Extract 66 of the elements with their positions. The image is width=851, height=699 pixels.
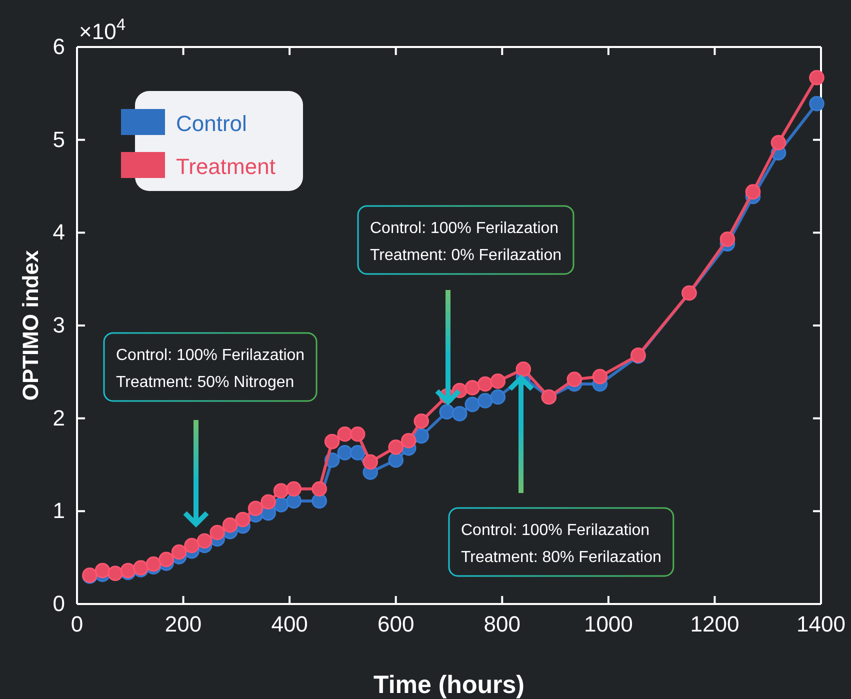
y-tick-label: 4 [52,220,65,245]
legend-label: Treatment [176,154,276,179]
point [720,232,736,247]
point [400,432,416,448]
point [337,445,352,460]
point [286,493,302,509]
text: ×10$^{4}$ [79,16,126,44]
legend-label: Control [176,111,247,136]
point [516,361,532,377]
point [592,368,608,384]
point [439,404,455,420]
x-tick-label: 200 [164,612,202,637]
x-tick-label: 600 [378,612,414,637]
y-tick-label: 0 [52,591,65,616]
point [770,134,786,150]
point [196,533,212,549]
point [222,517,238,533]
point [464,380,480,396]
y-tick-label: 6 [52,34,65,60]
point [146,556,162,572]
point [745,184,761,200]
point [388,439,404,455]
x-tick-label: 400 [271,612,308,637]
point [362,454,378,470]
y-axis-title: OPTIMO index [18,250,43,401]
point [566,372,582,387]
point [809,96,824,112]
annotation: Control: 100% Ferilazation Treatment: 0% Ferilazation [370,220,562,264]
x-tick-label: 0 [70,612,84,637]
point [312,481,327,497]
point [273,483,289,498]
point [477,376,493,392]
point [337,426,352,442]
point [464,396,480,412]
point [414,428,430,444]
point [248,500,264,516]
point [158,552,174,568]
point [184,538,200,554]
point [414,413,430,429]
point [210,524,225,540]
point [350,426,366,442]
point [324,434,340,450]
annotation: Control: 100% Ferilazation Treatment: 80% Ferilazation [461,522,662,566]
x-axis-title: Time (hours) [374,671,524,699]
point [452,406,468,422]
y-tick-label: 1 [52,498,65,524]
annotation: Control: 100% Ferilazation Treatment: 50% Nitrogen [116,347,305,391]
y-tick-label: 5 [52,126,65,152]
y-tick-label: 2 [52,405,65,430]
point [490,374,506,389]
x-tick-label: 800 [484,612,520,637]
point [490,389,506,405]
x-tick-label: 1200 [690,612,740,637]
point [388,452,404,468]
point [809,70,824,86]
x-tick-label: 1000 [584,612,633,637]
point [171,544,187,560]
point [312,493,327,509]
y-tick-label: 3 [52,312,65,338]
point [350,445,366,460]
point [260,494,276,510]
point [94,562,110,578]
point [477,393,493,408]
point [286,481,302,497]
x-tick-label: 1400 [796,612,846,637]
point [235,512,250,528]
